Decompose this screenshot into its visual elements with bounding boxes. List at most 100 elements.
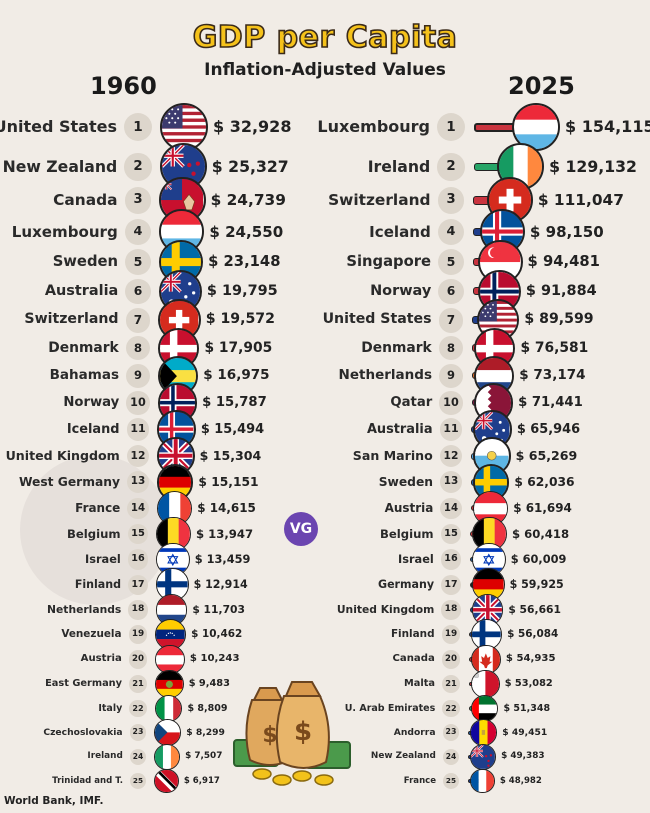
money-bags-icon: $ $ [233,681,351,786]
value-label-1960: $ 15,787 [202,394,267,410]
flag-icon-ie [154,744,181,770]
value-label-2025: $ 56,084 [507,628,559,641]
country-label-1960: Switzerland [24,311,119,328]
flag-icon-ad [470,719,498,747]
rank-badge: 21 [129,675,147,693]
value-label-1960: $ 17,905 [204,339,273,356]
country-label-1960: Norway [63,394,120,410]
value-label-2025: $ 111,047 [537,190,624,209]
value-label-2025: $ 65,269 [515,448,578,464]
rank-badge: 7 [125,307,151,333]
rank-badge: 15 [127,523,149,545]
flag-icon-us [160,103,208,151]
rank-badge: 6 [125,278,151,305]
value-label-2025: $ 49,383 [501,751,545,762]
value-label-1960: $ 16,975 [203,367,270,384]
rank-badge: 7 [438,307,464,333]
value-label-1960: $ 24,739 [210,190,286,209]
value-label-2025: $ 49,451 [502,727,548,739]
rank-badge: 2 [124,153,152,181]
vg-logo: VG [284,512,318,546]
rank-badge: 8 [125,335,151,361]
country-label-1960: Czechoslovakia [43,727,123,739]
value-label-1960: $ 24,550 [209,222,284,241]
value-label-1960: $ 8,299 [186,727,225,739]
country-label-2025: Norway [370,282,432,299]
rank-badge: 6 [438,278,464,305]
value-label-2025: $ 59,925 [509,577,564,591]
value-label-1960: $ 14,615 [197,500,256,515]
value-label-1960: $ 9,483 [188,677,230,689]
chart-title: GDP per Capita [192,19,458,56]
country-label-2025: U. Arab Emirates [344,702,436,714]
value-label-2025: $ 56,661 [508,603,561,617]
rank-badge: 4 [124,218,152,246]
value-label-1960: $ 13,947 [195,526,254,541]
rank-badge: 21 [442,675,460,693]
flag-icon-ae [470,694,499,723]
rank-badge: 3 [437,186,465,214]
country-label-1960: Canada [53,190,118,209]
country-label-2025: Qatar [390,394,433,410]
rank-badge: 18 [441,600,461,620]
rank-badge: 12 [439,444,463,468]
country-label-2025: Malta [404,677,436,689]
value-label-1960: $ 10,462 [191,628,243,641]
value-label-2025: $ 61,694 [513,500,572,515]
country-label-1960: Luxembourg [11,222,118,241]
rank-badge: 2 [437,153,465,181]
value-label-1960: $ 7,507 [185,751,223,762]
country-label-1960: Sweden [52,252,119,270]
country-label-1960: Israel [84,552,121,567]
country-label-1960: Belgium [66,526,121,541]
country-label-1960: New Zealand [2,157,118,177]
value-label-2025: $ 94,481 [527,252,600,270]
country-label-2025: Austria [384,500,434,515]
rank-badge: 4 [437,218,465,246]
rank-badge: 16 [127,549,149,570]
rank-badge: 14 [127,497,149,519]
country-label-2025: Luxembourg [317,117,430,137]
country-label-2025: Israel [397,552,434,567]
value-label-2025: $ 60,418 [511,526,570,541]
country-label-1960: Denmark [48,339,119,356]
value-label-2025: $ 62,036 [514,474,575,489]
country-label-1960: Austria [80,653,122,665]
rank-badge: 13 [127,471,149,494]
country-label-1960: Ireland [87,751,123,762]
rank-badge: 8 [438,335,464,361]
flag-icon-fr [469,768,495,794]
value-label-1960: $ 8,809 [187,702,228,714]
country-label-2025: Denmark [361,339,432,356]
value-label-1960: $ 15,151 [198,474,259,489]
rank-badge: 25 [443,773,459,789]
country-label-2025: Singapore [346,252,432,270]
country-label-2025: Ireland [367,157,431,177]
rank-badge: 1 [124,113,152,141]
country-label-2025: Australia [366,421,433,437]
country-label-1960: Italy [98,702,123,714]
rank-badge: 23 [129,724,147,742]
rank-badge: 12 [126,444,150,468]
value-label-2025: $ 129,132 [549,157,637,177]
rank-badge: 22 [442,699,460,718]
country-label-2025: New Zealand [370,751,436,762]
flag-icon-it [154,694,183,723]
flag-icon-nz [470,744,497,770]
rank-badge: 14 [440,497,462,519]
country-label-1960: United Kingdom [5,448,120,464]
value-label-1960: $ 6,917 [183,775,220,786]
rank-badge: 11 [126,418,150,442]
chart-subtitle: Inflation-Adjusted Values [204,60,446,80]
value-label-1960: $ 15,494 [200,421,265,437]
value-label-2025: $ 60,009 [510,552,567,567]
rank-badge: 10 [126,391,150,415]
rank-badge: 16 [440,549,462,570]
country-label-1960: Netherlands [47,603,122,617]
value-label-2025: $ 73,174 [519,367,586,384]
country-label-1960: Finland [74,577,122,591]
rank-badge: 3 [124,186,152,214]
rank-badge: 25 [130,773,146,789]
year-label-right: 2025 [508,72,575,100]
